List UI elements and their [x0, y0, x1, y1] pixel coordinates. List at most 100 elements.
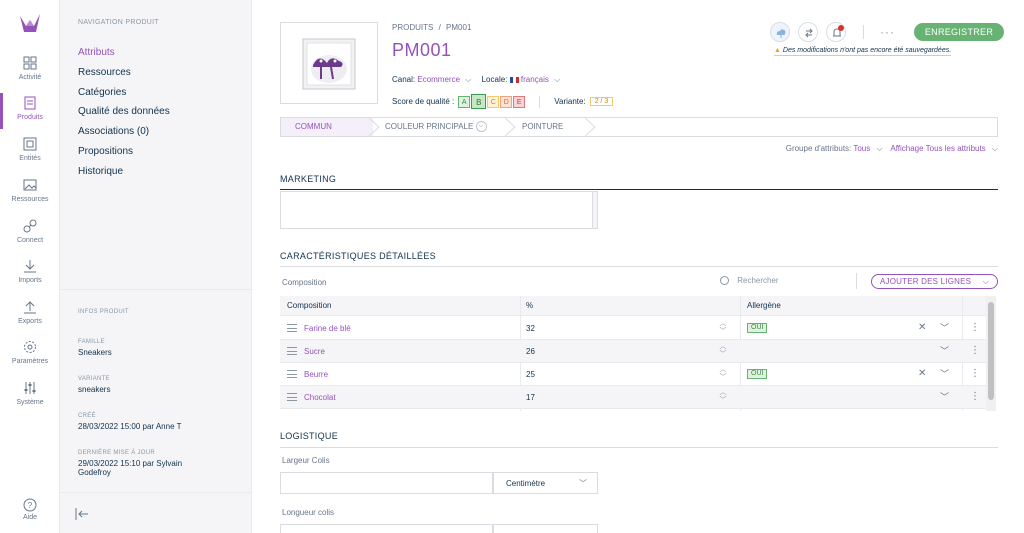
table-header: Composition % Allergène: [280, 296, 986, 316]
nav-link-assets[interactable]: Ressources: [78, 67, 131, 78]
display-dropdown[interactable]: Tous les attributs: [925, 144, 986, 153]
sidebar-item-system[interactable]: Système: [0, 380, 60, 420]
number-stepper-icon[interactable]: ︿ ﹀: [719, 366, 727, 381]
page-title: PM001: [392, 40, 452, 60]
row-percent-input[interactable]: 25: [526, 370, 535, 379]
chevron-down-icon[interactable]: ﹀: [940, 392, 950, 402]
context-selectors: Canal: Ecommerce ⌵ Locale: français ⌵: [392, 75, 560, 85]
table-row[interactable]: Farine de blé 32 ︿ ﹀ OUI ✕ ﹀ ⋮: [280, 317, 986, 340]
group-dropdown[interactable]: Tous: [853, 144, 871, 153]
drag-handle-icon[interactable]: [287, 393, 297, 401]
locale-dropdown[interactable]: français: [520, 75, 549, 84]
allergen-badge[interactable]: OUI: [747, 369, 768, 379]
row-menu-icon[interactable]: ⋮: [970, 345, 980, 356]
row-menu-icon[interactable]: ⋮: [970, 368, 980, 379]
sidebar-item-settings[interactable]: Paramètres: [0, 339, 60, 379]
collapse-panel-icon[interactable]: [74, 507, 90, 521]
separator: [856, 273, 857, 289]
nav-link-data-quality[interactable]: Qualité des données: [78, 106, 170, 117]
chevron-down-icon[interactable]: ⌵: [876, 144, 883, 153]
chevron-down-icon[interactable]: ⌵: [465, 75, 472, 84]
scrollbar-thumb[interactable]: [988, 302, 994, 400]
tab-main-color[interactable]: COULEUR PRINCIPALE ⌵: [385, 118, 487, 136]
number-stepper-icon[interactable]: ︿ ﹀: [719, 389, 727, 404]
chevron-down-icon[interactable]: ⌵: [554, 75, 561, 84]
chevron-down-icon: ⌵: [475, 121, 487, 133]
cloud-icon[interactable]: [770, 22, 790, 42]
nav-link-history[interactable]: Historique: [78, 166, 124, 177]
table-row[interactable]: Chocolat 17 ︿ ﹀ ﹀ ⋮: [280, 386, 986, 409]
table-row[interactable]: Beurre 25 ︿ ﹀ OUI ✕ ﹀ ⋮: [280, 363, 986, 386]
nav-link-proposals[interactable]: Propositions: [78, 146, 134, 157]
table-row[interactable]: Sucre 26 ︿ ﹀ ﹀ ⋮: [280, 340, 986, 363]
table-search[interactable]: Rechercher: [720, 276, 779, 286]
compare-icon[interactable]: [798, 22, 818, 42]
svg-text:?: ?: [28, 501, 33, 510]
table-scrollbar[interactable]: [986, 296, 996, 411]
drag-handle-icon[interactable]: [287, 347, 297, 355]
help-label: Aide: [22, 514, 37, 521]
breadcrumb-current: PM001: [446, 23, 472, 32]
unsaved-warning: ▲ Des modifications n'ont pas encore été…: [774, 47, 952, 56]
tab-size[interactable]: POINTURE: [522, 122, 564, 131]
grade-d: D: [500, 95, 513, 108]
akeneo-logo-icon[interactable]: [18, 12, 42, 34]
clear-icon[interactable]: ✕: [918, 368, 927, 379]
updated-value-2: Godefroy: [78, 468, 111, 477]
sidebar-item-activity[interactable]: Activité: [0, 55, 60, 95]
variant-badge[interactable]: 2 / 3: [589, 97, 614, 106]
width-unit-select[interactable]: Centimètre ﹀: [493, 472, 598, 494]
search-input[interactable]: Rechercher: [737, 276, 779, 285]
chevron-down-icon[interactable]: ﹀: [940, 346, 950, 356]
more-actions-icon[interactable]: ···: [880, 25, 895, 39]
notification-icon[interactable]: [826, 22, 846, 42]
row-percent-input[interactable]: 26: [526, 347, 535, 356]
marketing-textarea[interactable]: [280, 191, 598, 229]
row-menu-icon[interactable]: ⋮: [970, 322, 980, 333]
created-value: 28/03/2022 15:00 par Anne T: [78, 422, 182, 431]
sidebar-item-label: Activité: [18, 74, 42, 81]
drag-handle-icon[interactable]: [287, 324, 297, 332]
help-link[interactable]: ? Aide: [0, 498, 60, 521]
row-name: Farine de blé: [304, 324, 351, 333]
sidebar-item-imports[interactable]: Imports: [0, 258, 60, 298]
export-icon: [24, 301, 36, 314]
row-percent-input[interactable]: 32: [526, 324, 535, 333]
tab-separator-icon: [505, 118, 516, 136]
chevron-down-icon[interactable]: ⌵: [991, 144, 998, 153]
chevron-down-icon[interactable]: ﹀: [940, 323, 950, 333]
length-input[interactable]: [280, 524, 493, 533]
sidebar-item-assets[interactable]: Ressources: [0, 177, 60, 217]
nav-link-categories[interactable]: Catégories: [78, 87, 127, 98]
width-unit-value: Centimètre: [506, 479, 546, 488]
chevron-down-icon[interactable]: ﹀: [940, 369, 950, 379]
channel-dropdown[interactable]: Ecommerce: [417, 75, 461, 84]
allergen-badge[interactable]: OUI: [747, 323, 768, 333]
sidebar-item-entities[interactable]: Entités: [0, 136, 60, 176]
clear-icon[interactable]: ✕: [918, 322, 927, 333]
drag-handle-icon[interactable]: [287, 370, 297, 378]
row-menu-icon[interactable]: ⋮: [970, 391, 980, 402]
updated-label: DERNIÈRE MISE À JOUR: [78, 450, 156, 456]
product-thumbnail[interactable]: [280, 22, 378, 104]
width-input[interactable]: [280, 472, 493, 494]
sidebar-item-connect[interactable]: Connect: [0, 218, 60, 258]
add-lines-label: AJOUTER DES LIGNES: [880, 277, 972, 286]
updated-value: 29/03/2022 15:10 par Sylvain: [78, 459, 183, 468]
length-unit-select[interactable]: [493, 524, 598, 533]
sidebar-item-label: Entités: [19, 155, 41, 162]
import-icon: [24, 260, 36, 273]
breadcrumb-products[interactable]: PRODUITS: [392, 23, 434, 32]
add-lines-button[interactable]: AJOUTER DES LIGNES ⌵: [871, 274, 998, 289]
help-icon: ?: [23, 498, 37, 512]
row-percent-input[interactable]: 17: [526, 393, 535, 402]
number-stepper-icon[interactable]: ︿ ﹀: [719, 343, 727, 358]
tab-common[interactable]: COMMUN: [295, 122, 332, 131]
nav-link-associations[interactable]: Associations (0): [78, 126, 150, 137]
sidebar-item-products[interactable]: Produits: [0, 93, 60, 135]
number-stepper-icon[interactable]: ︿ ﹀: [719, 320, 727, 335]
sidebar-item-exports[interactable]: Exports: [0, 299, 60, 339]
nav-link-attributes[interactable]: Attributs: [78, 47, 115, 58]
save-button[interactable]: ENREGISTRER: [914, 23, 1004, 41]
grade-e: E: [513, 95, 526, 108]
